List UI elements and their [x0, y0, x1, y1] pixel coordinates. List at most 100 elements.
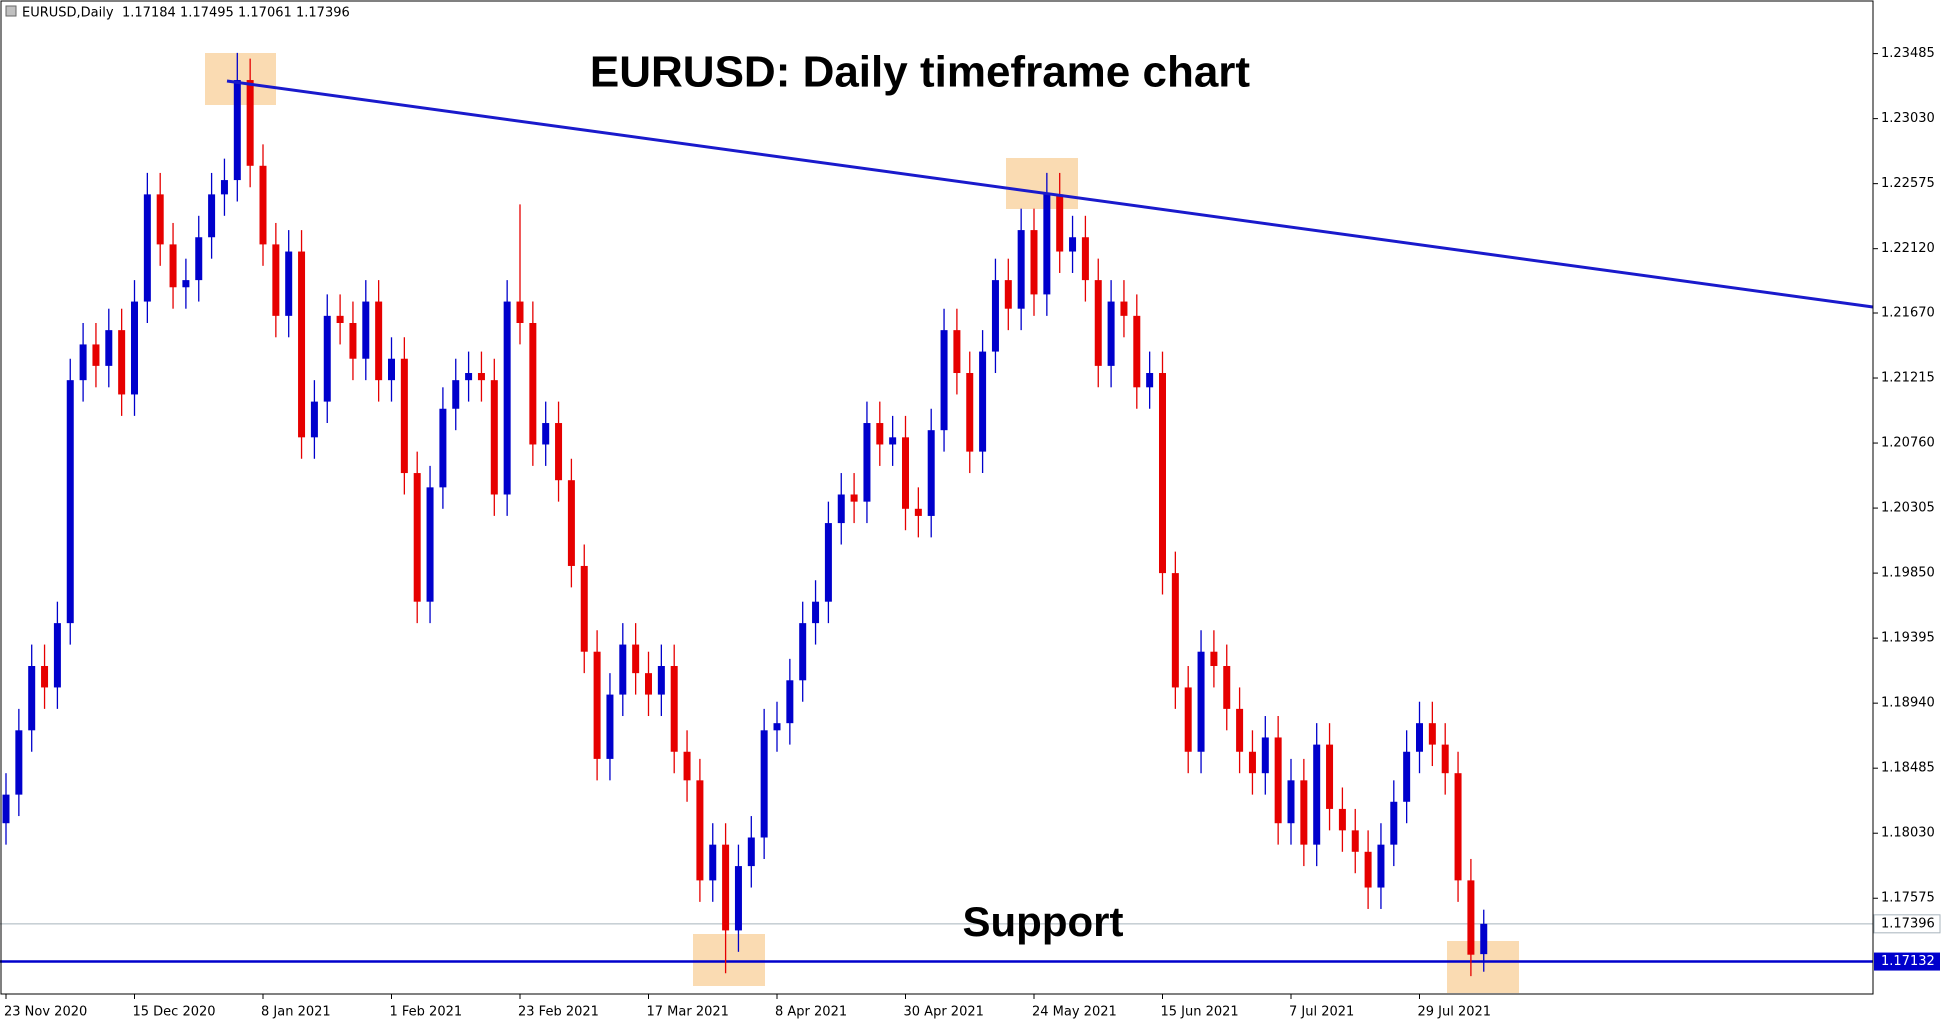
candle-body [889, 437, 897, 445]
candle-body [979, 351, 987, 452]
candle-body [709, 844, 717, 881]
header-value: 1.17495 [180, 6, 234, 21]
header-value: 1.17061 [238, 6, 292, 21]
x-tick-label: 7 Jul 2021 [1289, 1005, 1354, 1020]
candle-body [208, 194, 216, 238]
candle-body [799, 623, 807, 681]
y-tick-label: 1.21215 [1881, 371, 1935, 386]
candle-body [1416, 723, 1423, 752]
plot-frame [0, 0, 1874, 995]
candle-body [722, 844, 730, 931]
candle-body [773, 723, 781, 731]
candle-body [1069, 237, 1077, 252]
candle-body [1428, 723, 1436, 745]
y-tick-label: 1.19395 [1881, 631, 1935, 646]
candle-body [336, 315, 344, 323]
x-tick-label: 15 Dec 2020 [133, 1005, 216, 1020]
candle-body [233, 80, 241, 181]
x-tick-label: 24 May 2021 [1032, 1005, 1117, 1020]
y-tick-label: 1.23030 [1881, 111, 1935, 126]
candle-body [66, 380, 74, 624]
candle-body [477, 373, 485, 381]
candle-body [490, 380, 498, 495]
highlight-box [1006, 158, 1078, 209]
candle-body [953, 330, 961, 374]
candle-body [182, 280, 190, 288]
candle-body [1094, 280, 1102, 366]
candle-body [131, 301, 138, 395]
candle-body [1377, 844, 1385, 888]
candle-body [1107, 301, 1115, 366]
candle-body [388, 358, 395, 381]
support-box [1874, 952, 1940, 971]
candle-body [2, 794, 10, 824]
candle-body [1313, 744, 1321, 845]
candle-body [683, 751, 691, 781]
candle-body [1274, 737, 1282, 824]
candle-body [79, 344, 87, 381]
y-tick-label: 1.22575 [1881, 176, 1935, 191]
candle-body [1326, 744, 1334, 809]
candle-body [1210, 651, 1218, 667]
header-value: 1.17184 [122, 6, 176, 21]
candle-body [850, 494, 858, 502]
y-tick-label: 1.20305 [1881, 501, 1935, 516]
candle-body [1081, 237, 1089, 281]
candle-body [362, 301, 370, 359]
candle-body [156, 194, 164, 245]
candle-body [1236, 708, 1244, 752]
x-tick-label: 17 Mar 2021 [647, 1005, 729, 1020]
y-tick-label: 1.18485 [1881, 761, 1935, 776]
trendline [226, 79, 1874, 309]
header-icon [5, 5, 17, 17]
candle-body [1351, 830, 1359, 852]
candle-body [1454, 773, 1462, 881]
axes: 1.23485 1.23030 1.22575 1.22120 1.21670 1.212… [4, 46, 1941, 1020]
y-tick-label: 1.18940 [1881, 696, 1935, 711]
highlight-box [693, 934, 765, 986]
x-tick-label: 1 Feb 2021 [390, 1005, 463, 1020]
candle-body [1480, 923, 1488, 955]
candle-body [323, 315, 331, 402]
candle-body [1004, 280, 1012, 309]
candle-body [285, 251, 293, 316]
candle-body [619, 644, 627, 695]
candle-body [747, 837, 755, 867]
candle-body [914, 508, 922, 516]
candle-body [169, 244, 177, 288]
candle-body [28, 666, 36, 731]
candle-body [991, 280, 999, 352]
candle-body [863, 423, 871, 502]
candle-body [1287, 780, 1295, 824]
y-tick-label: 1.19850 [1881, 566, 1935, 581]
candle-body [1184, 687, 1192, 752]
candle-body [439, 408, 447, 488]
candle-body [1261, 737, 1269, 774]
candle-body [529, 322, 537, 445]
candle-body [1017, 230, 1025, 309]
candle-body [1159, 373, 1166, 574]
candle-body [503, 301, 511, 495]
candle-body [1043, 194, 1051, 295]
current-price-box [1873, 914, 1941, 934]
y-tick-label: 1.23485 [1881, 46, 1935, 61]
x-tick-label: 8 Jan 2021 [261, 1005, 331, 1020]
candle-body [555, 423, 563, 481]
candle-body [876, 423, 884, 445]
candle-body [1390, 801, 1398, 845]
candle-body [632, 644, 640, 674]
levels [0, 923, 1873, 963]
support-label: 1.17132 [1881, 954, 1935, 969]
candle-body [413, 473, 421, 602]
candle-body [1133, 315, 1141, 388]
x-tick-label: 15 Jun 2021 [1161, 1005, 1239, 1020]
candle-body [1056, 194, 1064, 252]
candle-body [734, 866, 742, 931]
candle-body [1030, 230, 1038, 295]
candle-body [593, 651, 601, 759]
candle-body [516, 301, 524, 323]
candle-body [1467, 880, 1475, 955]
header: EURUSD,Daily 1.17184 1.17495 1.17061 1.1… [5, 5, 350, 21]
